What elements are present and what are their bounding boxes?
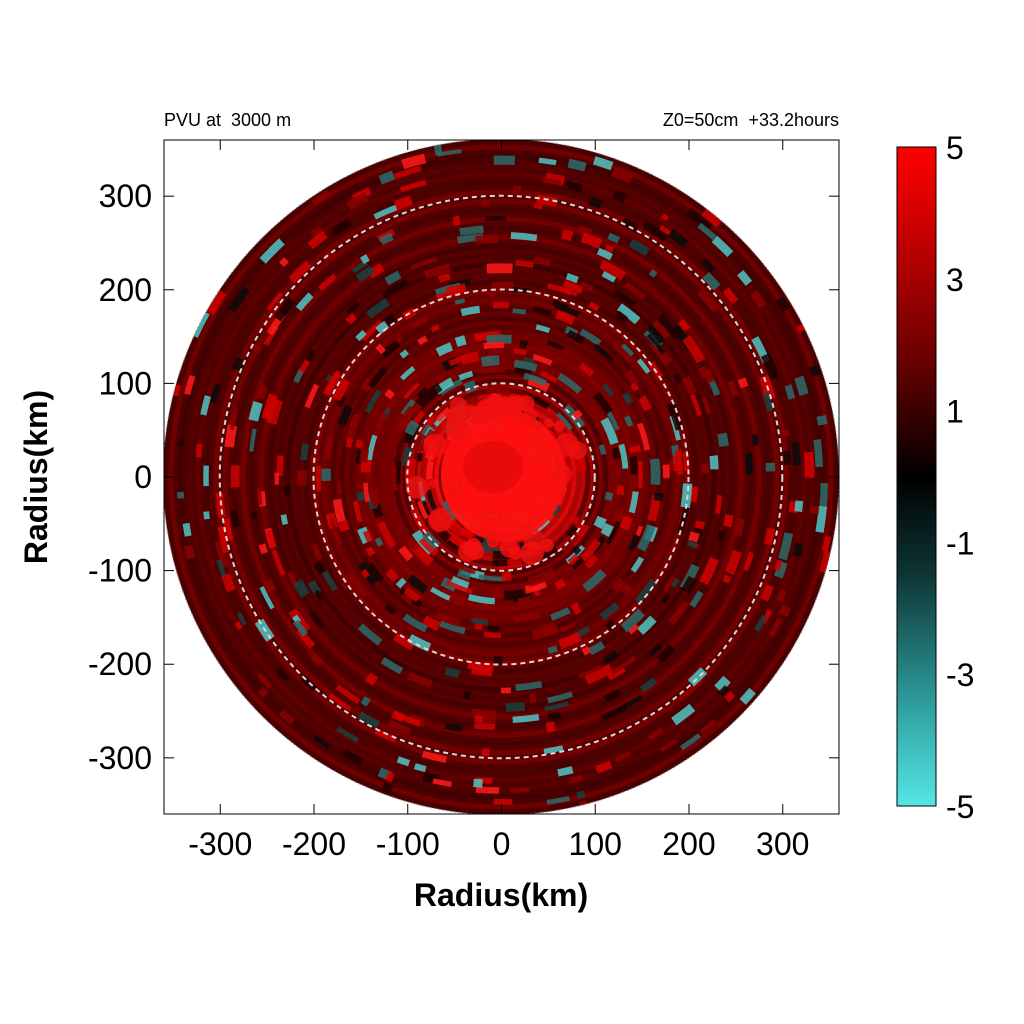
reference-circle-300: [218, 194, 784, 760]
y-tick-label: -100: [88, 553, 152, 589]
x-tick-label: -100: [376, 826, 440, 862]
x-tick-label: -300: [188, 826, 252, 862]
axis-ticks: [164, 140, 839, 814]
colorbar-tick-label: -3: [946, 657, 974, 693]
reference-circle-100: [406, 382, 596, 572]
pv-field: [164, 140, 839, 814]
y-tick-label: -200: [88, 646, 152, 682]
colorbar: [896, 146, 937, 807]
colorbar-tick-label: 1: [946, 394, 964, 430]
y-tick-label: 0: [134, 459, 152, 495]
y-tick-label: 300: [99, 178, 152, 214]
x-axis-label: Radius(km): [414, 877, 588, 913]
x-tick-label: 300: [756, 826, 809, 862]
y-tick-label: 100: [99, 365, 152, 401]
title-left: PVU at 3000 m: [164, 110, 291, 130]
colorbar-tick-label: -5: [946, 789, 974, 825]
y-tick-label: -300: [88, 740, 152, 776]
title-right: Z0=50cm +33.2hours: [663, 110, 839, 130]
y-tick-label: 200: [99, 272, 152, 308]
reference-circles: [218, 194, 784, 760]
x-tick-label: 0: [493, 826, 511, 862]
x-tick-labels: -300 -200 -100 0 100 200 300: [188, 826, 809, 862]
colorbar-tick-label: -1: [946, 525, 974, 561]
x-tick-label: 200: [662, 826, 715, 862]
x-tick-label: -200: [282, 826, 346, 862]
y-axis-label: Radius(km): [18, 390, 54, 564]
colorbar-labels: 5 3 1 -1 -3 -5: [946, 130, 974, 825]
x-tick-label: 100: [569, 826, 622, 862]
pv-patches: [168, 144, 834, 810]
y-tick-labels: 300 200 100 0 -100 -200 -300: [88, 178, 152, 776]
colorbar-tick-label: 5: [946, 130, 964, 166]
reference-circle-200: [312, 288, 690, 666]
colorbar-tick-label: 3: [946, 262, 964, 298]
